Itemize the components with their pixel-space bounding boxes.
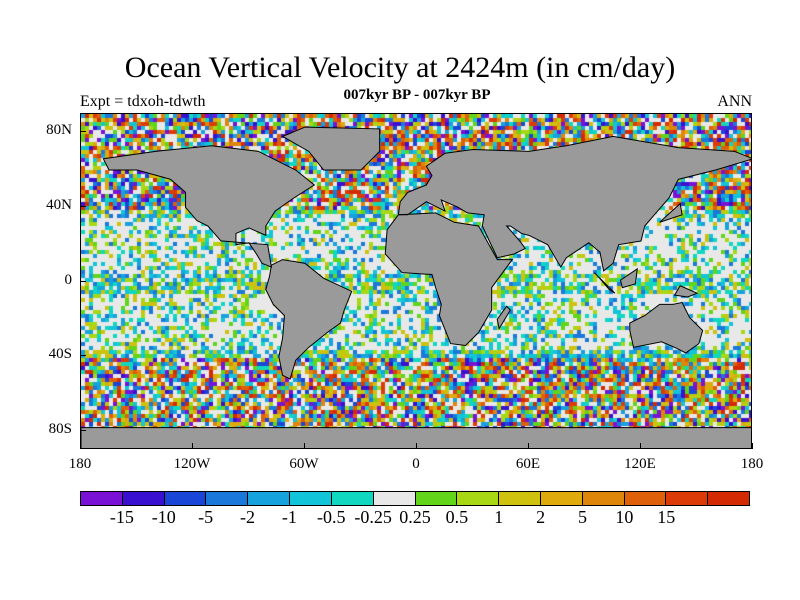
velocity-field bbox=[81, 114, 751, 448]
map-subtitle: 007kyr BP - 007kyr BP bbox=[343, 87, 491, 103]
lat-tick bbox=[80, 430, 86, 431]
lat-tick bbox=[80, 206, 86, 207]
colorbar-label: 1 bbox=[494, 507, 504, 527]
colorbar-label: -1 bbox=[281, 507, 297, 527]
colorbar-label: 5 bbox=[578, 507, 587, 527]
lon-label: 60E bbox=[515, 456, 541, 472]
coastline-polygon bbox=[593, 272, 616, 294]
colorbar-label: 0.5 bbox=[445, 507, 469, 527]
lon-label: 120E bbox=[624, 456, 656, 472]
colorbar-box bbox=[666, 492, 709, 505]
lon-tick bbox=[80, 443, 81, 449]
lon-tick bbox=[304, 443, 305, 449]
coastline-polygon bbox=[397, 135, 751, 272]
map-title: Ocean Vertical Velocity at 2424m (in cm/… bbox=[124, 51, 676, 84]
lon-label: 120W bbox=[173, 456, 211, 472]
colorbar-label: 15 bbox=[657, 507, 676, 527]
map-panel bbox=[80, 113, 752, 449]
lon-tick bbox=[192, 443, 193, 449]
colorbar-box bbox=[81, 492, 123, 505]
colorbar-box bbox=[540, 492, 583, 505]
lat-label: 80N bbox=[46, 122, 72, 138]
colorbar-label: -15 bbox=[109, 507, 134, 527]
lat-tick bbox=[80, 281, 86, 282]
coastline-polygon bbox=[384, 212, 514, 346]
colorbar-label: -5 bbox=[198, 507, 214, 527]
colorbar-box bbox=[373, 492, 416, 505]
colorbar-box bbox=[582, 492, 625, 505]
colorbar-box bbox=[122, 492, 165, 505]
lat-label: 40N bbox=[46, 197, 72, 213]
colorbar-label: -0.25 bbox=[354, 507, 392, 527]
lon-tick bbox=[752, 443, 753, 449]
colorbar-box bbox=[415, 492, 458, 505]
colorbar-box bbox=[499, 492, 541, 505]
colorbar bbox=[80, 491, 750, 506]
coastline-polygon bbox=[81, 427, 751, 448]
season-label: ANN bbox=[717, 93, 752, 110]
colorbar-box bbox=[290, 492, 332, 505]
colorbar-label: -2 bbox=[240, 507, 255, 527]
colorbar-box bbox=[164, 492, 207, 505]
colorbar-label: 0.25 bbox=[399, 507, 431, 527]
lat-label: 40S bbox=[48, 346, 72, 362]
coastline-polygon bbox=[102, 145, 316, 268]
colorbar-label: 2 bbox=[536, 507, 546, 527]
lat-tick bbox=[80, 355, 86, 356]
lon-tick bbox=[528, 443, 529, 449]
colorbar-box bbox=[708, 492, 749, 505]
colorbar-box bbox=[206, 492, 249, 505]
lon-tick bbox=[640, 443, 641, 449]
colorbar-label: -0.5 bbox=[317, 507, 346, 527]
colorbar-box bbox=[331, 492, 374, 505]
colorbar-box bbox=[624, 492, 667, 505]
coastline-polygon bbox=[629, 301, 704, 354]
colorbar-box bbox=[457, 492, 500, 505]
lat-label: 80S bbox=[48, 421, 72, 437]
experiment-label: Expt = tdxoh-tdwth bbox=[80, 93, 206, 110]
lat-tick bbox=[80, 131, 86, 132]
coastline-polygon bbox=[496, 305, 511, 331]
lon-tick bbox=[416, 443, 417, 449]
lon-label: 0 bbox=[412, 456, 420, 472]
coastline-polygon bbox=[619, 267, 638, 289]
coastline-polygon bbox=[673, 285, 699, 298]
lon-label: 60W bbox=[289, 456, 319, 472]
coastline-polygon bbox=[281, 126, 381, 171]
colorbar-label: 10 bbox=[615, 507, 634, 527]
lon-label: 180 bbox=[68, 456, 92, 472]
colorbar-box bbox=[248, 492, 291, 505]
coastline-polygon bbox=[265, 259, 353, 380]
coastline-polygon bbox=[659, 202, 683, 223]
colorbar-label: -10 bbox=[151, 507, 176, 527]
lat-label: 0 bbox=[64, 272, 73, 288]
lon-label: 180 bbox=[740, 456, 764, 472]
coastlines bbox=[81, 126, 751, 448]
